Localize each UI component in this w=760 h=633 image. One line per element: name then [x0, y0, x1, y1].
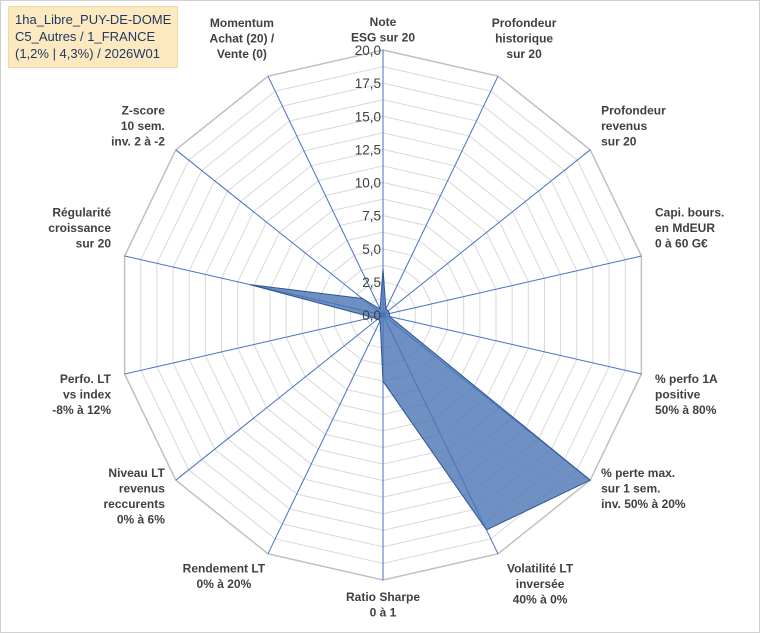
axis-spoke [382, 314, 642, 375]
axis-spoke [267, 75, 384, 316]
axis-spoke [382, 149, 591, 316]
tick-label: 5,0 [362, 242, 381, 257]
axis-label: Niveau LT revenus reccurents 0% à 6% [104, 466, 166, 527]
tick-label: 17,5 [355, 76, 381, 91]
tick-label: 12,5 [355, 142, 381, 157]
info-line-3: (1,2% | 4,3%) / 2026W01 [15, 46, 161, 61]
axis-label: Régularité croissance sur 20 [48, 205, 111, 250]
axis-label: Profondeur revenus sur 20 [601, 104, 666, 149]
tick-label: 0,0 [362, 308, 381, 323]
axis-spoke [175, 149, 384, 316]
axis-label: Capi. bours. en MdEUR 0 à 60 G€ [655, 205, 724, 250]
series-area [249, 268, 592, 531]
axis-spoke [124, 314, 384, 375]
axis-label: Volatilité LT inversée 40% à 0% [507, 561, 574, 606]
tick-label: 20,0 [355, 43, 381, 58]
tick-labels: 0,0 2,5 5,0 7,5 10,0 12,5 15,0 17,5 20,0 [355, 43, 381, 323]
info-line-2: C5_Autres / 1_FRANCE [15, 29, 156, 44]
axis-spoke [382, 255, 642, 316]
axis-label: Z-score 10 sem. inv. 2 à -2 [111, 104, 165, 149]
info-line-1: 1ha_Libre_PUY-DE-DOME [15, 12, 172, 27]
tick-label: 10,0 [355, 176, 381, 191]
axis-label: % perfo 1A positive 50% à 80% [655, 372, 718, 417]
axis-labels: Note ESG sur 20 Profondeur historique sur 20… [48, 15, 724, 620]
axis-label: Ratio Sharpe 0 à 1 [346, 590, 420, 620]
tick-label: 15,0 [355, 109, 381, 124]
axis-spoke [267, 314, 384, 555]
tick-label: 2,5 [362, 275, 381, 290]
axis-label: Perfo. LT vs index -8% à 12% [52, 372, 111, 417]
series [249, 268, 592, 531]
info-box: 1ha_Libre_PUY-DE-DOME C5_Autres / 1_FRAN… [8, 6, 179, 68]
axis-label: Rendement LT 0% à 20% [183, 561, 266, 591]
axis-label: Momentum Achat (20) / Vente (0) [210, 16, 275, 61]
axis-spoke [382, 75, 499, 316]
axis-label: % perte max. sur 1 sem. inv. 50% à 20% [601, 466, 686, 511]
tick-label: 7,5 [362, 209, 381, 224]
axis-label: Profondeur historique sur 20 [492, 16, 557, 61]
axis-spoke [175, 314, 384, 481]
axis-label: Note ESG sur 20 [351, 15, 415, 45]
